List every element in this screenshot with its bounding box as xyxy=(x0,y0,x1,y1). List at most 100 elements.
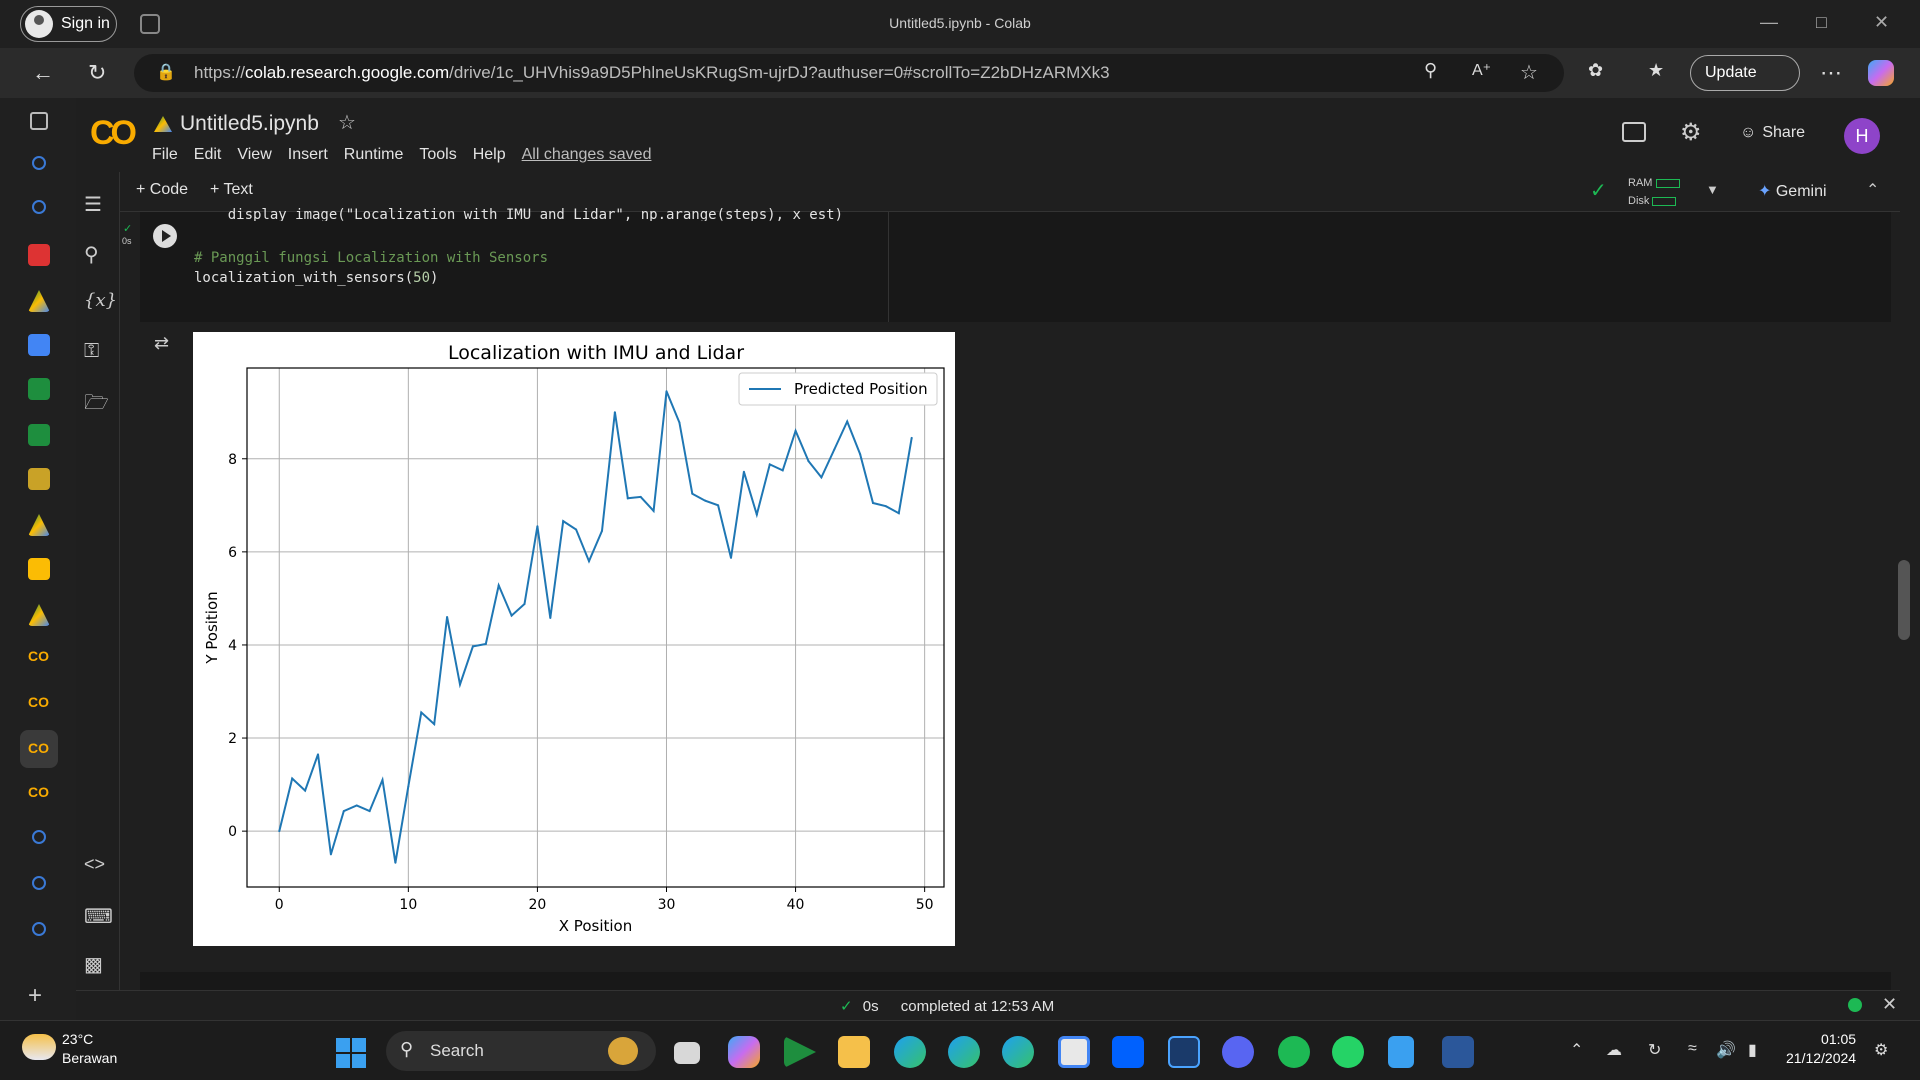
discord-icon[interactable] xyxy=(1222,1036,1254,1068)
new-tab-plus-icon[interactable]: + xyxy=(28,982,43,1009)
battery-icon[interactable]: ▮ xyxy=(1748,1042,1757,1059)
star-icon[interactable]: ☆ xyxy=(338,112,356,134)
start-windows-icon[interactable] xyxy=(336,1038,366,1068)
gemini-button[interactable]: ✦ Gemini xyxy=(1758,181,1827,201)
collapse-header-icon[interactable]: ⌃ xyxy=(1866,182,1880,199)
notebook-title[interactable]: Untitled5.ipynb xyxy=(180,112,319,135)
add-code-button[interactable]: + Code xyxy=(136,181,189,198)
sync-icon[interactable]: ↻ xyxy=(1648,1042,1662,1059)
volume-icon[interactable]: 🔊 xyxy=(1716,1042,1736,1059)
store-icon[interactable] xyxy=(1058,1036,1090,1068)
reload-icon[interactable]: ↻ xyxy=(88,60,107,85)
menu-edit[interactable]: Edit xyxy=(193,146,222,163)
add-text-button[interactable]: + Text xyxy=(210,181,253,198)
search-icon[interactable]: ⚲ xyxy=(84,244,99,266)
back-icon[interactable]: ← xyxy=(32,60,54,85)
share-button[interactable]: ☺ Share xyxy=(1740,124,1805,142)
spotify-icon[interactable] xyxy=(1278,1036,1310,1068)
copilot-icon[interactable] xyxy=(1868,60,1894,86)
menu-file[interactable]: File xyxy=(152,146,178,163)
tab-actions-icon[interactable] xyxy=(140,14,160,34)
taskbar-search[interactable]: ⚲ Search xyxy=(386,1031,656,1071)
favorites-icon[interactable]: ★ xyxy=(1648,60,1665,80)
sheets-tab-icon[interactable] xyxy=(28,424,50,446)
colab-tab-icon[interactable]: CO xyxy=(28,784,49,800)
vertical-tabs-icon[interactable] xyxy=(30,112,48,130)
slides-tab-icon[interactable] xyxy=(28,468,50,490)
search-tab-icon[interactable] xyxy=(32,922,46,936)
search-tab-icon[interactable] xyxy=(32,200,46,214)
save-status[interactable]: All changes saved xyxy=(521,146,652,163)
search-tab-icon[interactable] xyxy=(32,876,46,890)
maximize-icon[interactable]: □ xyxy=(1816,12,1827,32)
slides-tab-icon[interactable] xyxy=(28,558,50,580)
data-point xyxy=(665,390,668,393)
weather-cloud-icon[interactable] xyxy=(22,1034,56,1060)
terminal-icon[interactable]: ▩ xyxy=(84,954,103,976)
edge-icon[interactable] xyxy=(1002,1036,1034,1068)
colab-tab-icon[interactable]: CO xyxy=(28,648,49,664)
dropbox-icon[interactable] xyxy=(1112,1036,1144,1068)
execution-status[interactable]: ✓ 0s completed at 12:53 AM xyxy=(840,997,1054,1015)
runtime-dropdown-icon[interactable]: ▼ xyxy=(1706,182,1719,197)
settings-gear-icon[interactable]: ⚙ xyxy=(1680,119,1702,146)
code-cell[interactable] xyxy=(140,212,888,322)
colab-tab-icon[interactable]: CO xyxy=(28,694,49,710)
wifi-icon[interactable]: ≈ xyxy=(1688,1040,1697,1057)
youtube-tab-icon[interactable] xyxy=(28,244,50,266)
file-explorer-icon[interactable] xyxy=(838,1036,870,1068)
notifications-icon[interactable]: ⚙ xyxy=(1874,1042,1889,1059)
more-options-icon[interactable]: ⋯ xyxy=(1820,60,1842,85)
search-tab-icon[interactable] xyxy=(32,156,46,170)
sign-in-button[interactable]: Sign in xyxy=(20,6,117,42)
search-tab-icon[interactable] xyxy=(32,830,46,844)
resource-monitor[interactable]: RAM Disk xyxy=(1628,174,1680,210)
comments-icon[interactable] xyxy=(1622,122,1646,142)
code-snippets-icon[interactable]: <> xyxy=(84,854,106,874)
minimize-icon[interactable]: — xyxy=(1760,12,1778,32)
extensions-icon[interactable]: ✿ xyxy=(1588,60,1604,80)
colab-tab-icon[interactable]: CO xyxy=(28,740,49,756)
chart-title: Localization with IMU and Lidar xyxy=(448,342,744,364)
notepad-icon[interactable] xyxy=(1388,1036,1414,1068)
menu-insert[interactable]: Insert xyxy=(287,146,328,163)
data-point xyxy=(329,853,332,856)
word-icon[interactable] xyxy=(1442,1036,1474,1068)
close-status-icon[interactable]: ✕ xyxy=(1882,994,1898,1014)
sheets-tab-icon[interactable] xyxy=(28,378,50,400)
app-shield-icon[interactable] xyxy=(1168,1036,1200,1068)
run-cell-button[interactable] xyxy=(153,224,177,248)
data-point xyxy=(458,683,461,686)
scrollbar-thumb[interactable] xyxy=(1898,560,1910,640)
address-bar[interactable]: 🔒 https://colab.research.google.com/driv… xyxy=(134,54,1564,92)
menu-help[interactable]: Help xyxy=(472,146,506,163)
menu-tools[interactable]: Tools xyxy=(419,146,457,163)
whatsapp-icon[interactable] xyxy=(1332,1036,1364,1068)
update-button[interactable]: Update xyxy=(1690,55,1800,91)
favorite-star-icon[interactable]: ☆ xyxy=(1520,62,1538,84)
edge-icon[interactable] xyxy=(948,1036,980,1068)
command-palette-icon[interactable]: ⌨ xyxy=(84,906,113,928)
colab-logo[interactable]: CO xyxy=(90,114,137,152)
copilot-app-icon[interactable] xyxy=(728,1036,760,1068)
menu-view[interactable]: View xyxy=(237,146,272,163)
account-avatar[interactable]: H xyxy=(1844,118,1880,154)
edge-icon[interactable] xyxy=(894,1036,926,1068)
taskbar-search-label: Search xyxy=(430,1041,484,1060)
variables-icon[interactable]: {x} xyxy=(84,290,118,311)
files-folder-icon[interactable]: 🗁 xyxy=(84,392,109,414)
read-aloud-icon[interactable]: A⁺ xyxy=(1472,62,1492,79)
docs-tab-icon[interactable] xyxy=(28,334,50,356)
data-point xyxy=(510,614,513,617)
table-of-contents-icon[interactable]: ☰ xyxy=(84,194,102,216)
tray-overflow-icon[interactable]: ⌃ xyxy=(1570,1042,1584,1059)
output-actions-icon[interactable]: ⇄ xyxy=(154,333,170,353)
secrets-key-icon[interactable]: ⚿ xyxy=(84,340,100,362)
taskbar-clock[interactable]: 01:05 21/12/2024 xyxy=(1786,1030,1856,1068)
zoom-icon[interactable]: ⚲ xyxy=(1424,60,1438,80)
menu-runtime[interactable]: Runtime xyxy=(343,146,404,163)
weather-widget[interactable]: 23°C Berawan xyxy=(62,1030,117,1068)
task-view-icon[interactable] xyxy=(674,1042,700,1064)
close-window-icon[interactable]: ✕ xyxy=(1874,12,1890,32)
onedrive-icon[interactable]: ☁ xyxy=(1606,1042,1622,1059)
